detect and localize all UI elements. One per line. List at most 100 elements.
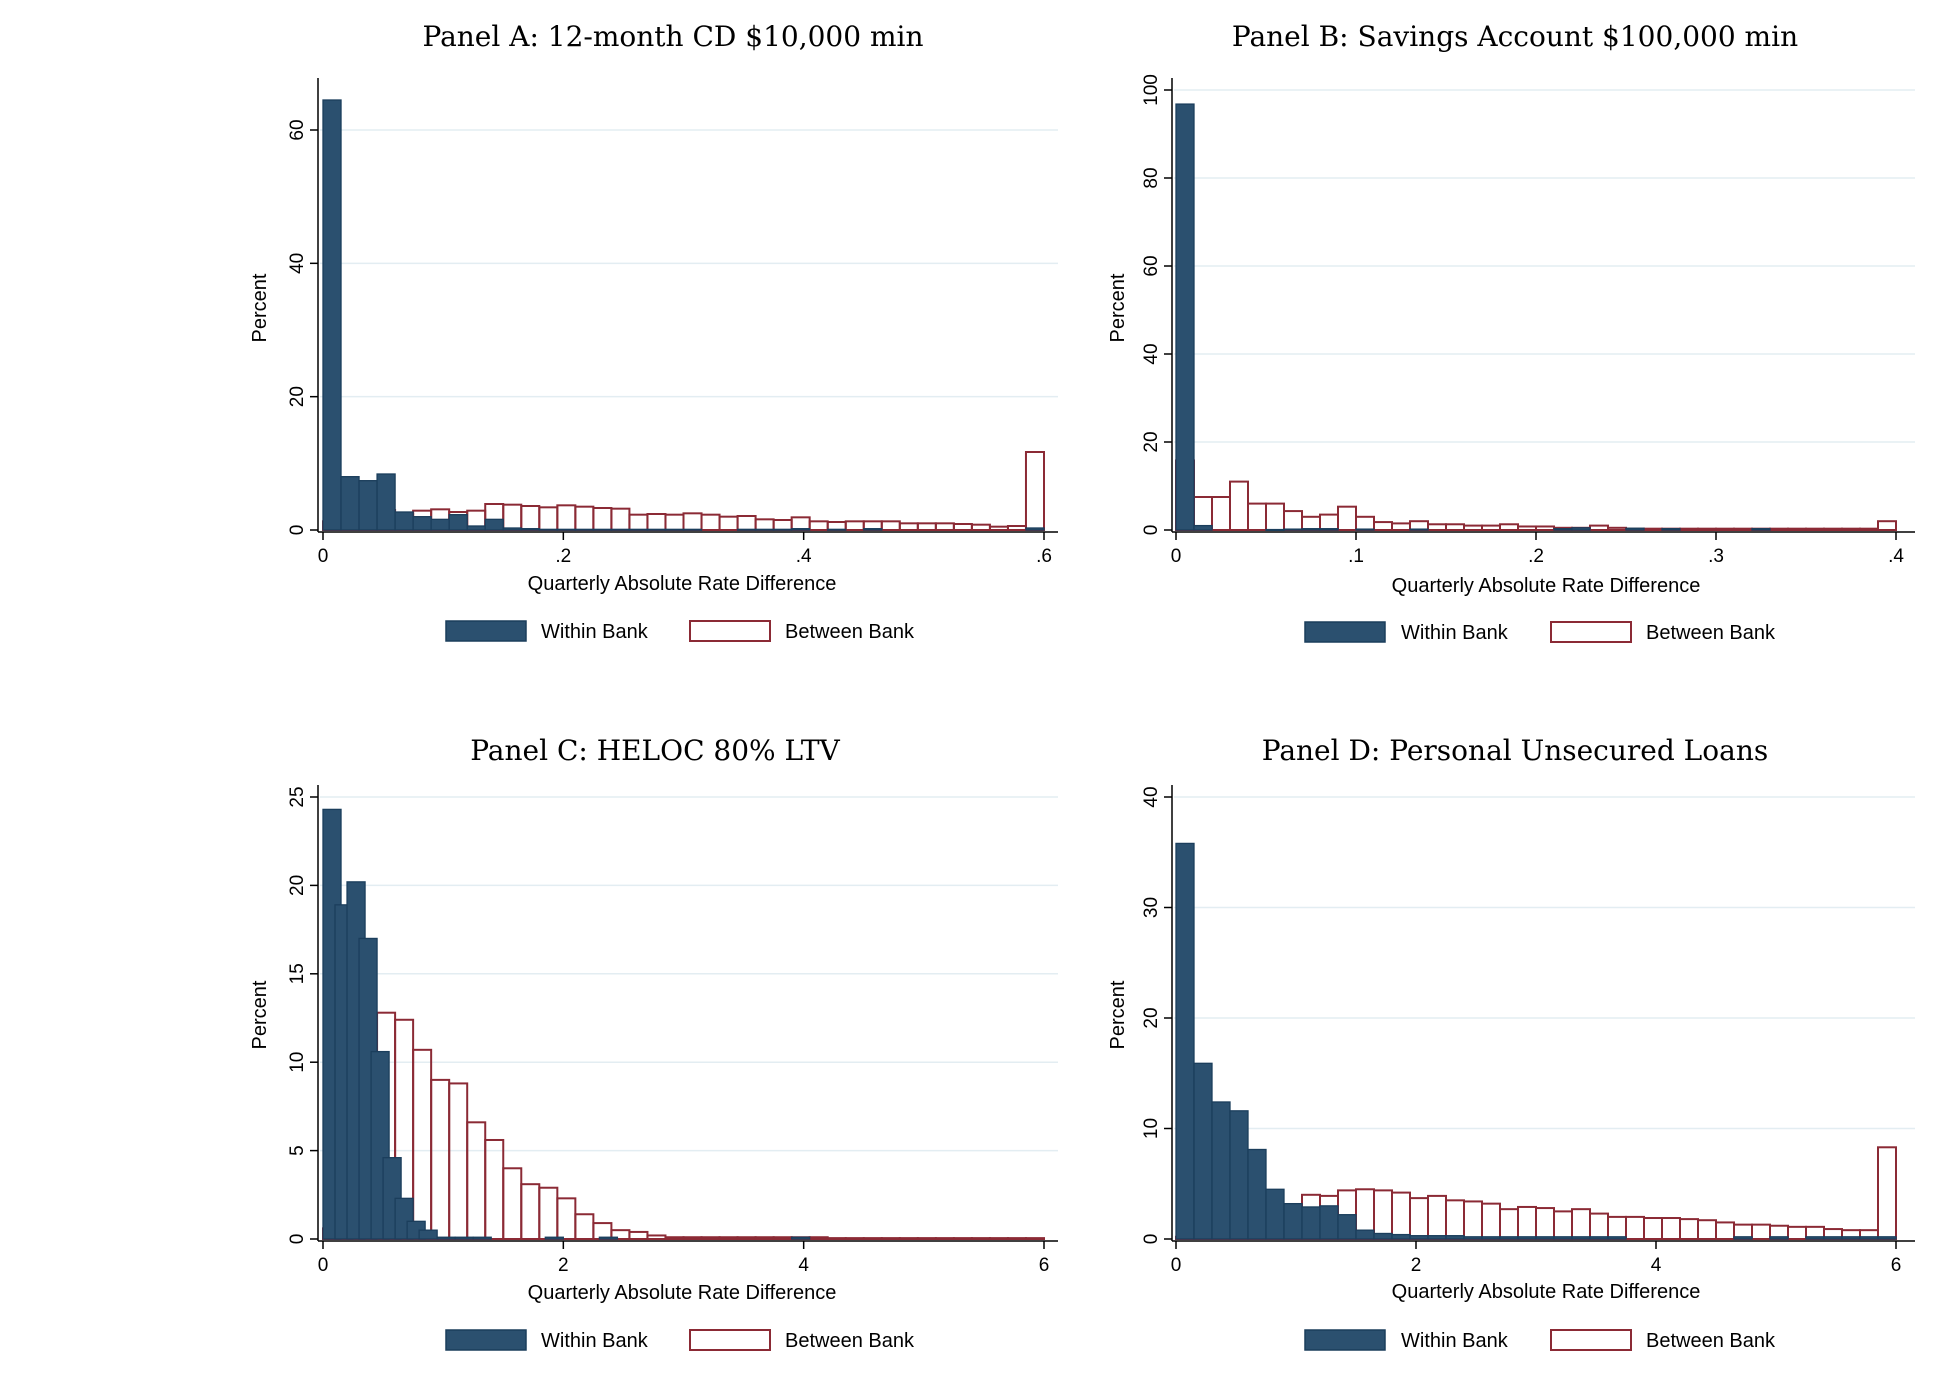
between-bank-bar (646, 1234, 667, 1240)
legend-between-bank-swatch (1550, 621, 1632, 643)
legend-between-bank-label: Between Bank (1646, 1330, 1776, 1352)
within-bank-bar (736, 528, 757, 531)
panel-c-x-tick-label: 0 (318, 1255, 329, 1276)
within-bank-bar (827, 528, 847, 531)
legend-within-bank-swatch (1304, 1329, 1386, 1351)
between-bank-bar (1247, 502, 1267, 532)
panel-a-x-tick-label: .2 (555, 546, 571, 567)
legend-within-bank-swatch (1304, 621, 1386, 643)
between-bank-bar (628, 513, 649, 531)
within-bank-bar (646, 528, 667, 531)
within-bank-bar (682, 528, 703, 531)
between-bank-bar (952, 523, 973, 531)
within-bank-bar (436, 1236, 456, 1240)
panel-d-axes (1171, 785, 1915, 1242)
between-bank-bar (1769, 527, 1789, 531)
panel-c-x-axis-label: Quarterly Absolute Rate Difference (528, 1282, 837, 1304)
within-bank-bar (412, 516, 432, 531)
between-bank-bar (1391, 1191, 1411, 1240)
within-bank-bar (1391, 1233, 1411, 1240)
between-bank-bar (502, 503, 523, 532)
between-bank-bar (628, 1230, 649, 1241)
panel-c-tick-labels: 0 5 10 15 20 25 0 2 4 6 (287, 786, 1049, 1276)
between-bank-bar (1427, 1194, 1447, 1241)
between-bank-bar (1643, 1217, 1663, 1241)
between-bank-bar (682, 1236, 703, 1240)
between-bank-bar (502, 1167, 523, 1241)
within-bank-bar (556, 528, 577, 531)
between-bank-bar (988, 525, 1009, 531)
panel-b-chart: Panel B: Savings Account $100,000 min Pe… (1107, 20, 1915, 644)
within-bank-bar (1481, 1236, 1501, 1240)
panel-d-tick-labels: 0 10 20 30 40 0 2 4 6 (1141, 786, 1901, 1276)
between-bank-bar (916, 1237, 937, 1240)
between-bank-bar (448, 1082, 469, 1241)
between-bank-bar (556, 1197, 577, 1240)
panel-b-y-tick-label: 20 (1141, 431, 1162, 452)
legend-within-bank-label: Within Bank (1401, 622, 1509, 644)
within-bank-bar (1589, 1236, 1609, 1240)
between-bank-bar (556, 504, 577, 531)
between-bank-bar (1697, 527, 1717, 531)
within-bank-bar (1355, 528, 1375, 531)
panel-b-within-bank-bars (1175, 103, 1771, 532)
within-bank-bar (628, 528, 649, 531)
within-bank-bar (358, 480, 378, 531)
between-bank-bar (1301, 515, 1321, 531)
between-bank-bar (1553, 1210, 1573, 1241)
between-bank-bar (754, 1236, 775, 1240)
legend-between-bank-label: Between Bank (785, 1330, 915, 1352)
between-bank-bar (520, 1183, 541, 1240)
between-bank-bar (1787, 1225, 1807, 1240)
between-bank-bar (862, 1237, 883, 1240)
between-bank-bar (1625, 1215, 1645, 1241)
between-bank-bar (988, 1237, 1009, 1240)
between-bank-bar (664, 1236, 685, 1240)
panel-b-title: Panel B: Savings Account $100,000 min (1232, 20, 1798, 53)
within-bank-bar (1805, 1236, 1825, 1240)
between-bank-bar (844, 1237, 865, 1240)
between-bank-bar (1589, 524, 1609, 531)
panel-a-legend: Within Bank Between Bank (445, 620, 915, 643)
within-bank-bar (466, 525, 486, 531)
panel-d-within-bank-bars (1175, 842, 1897, 1240)
between-bank-bar (646, 513, 667, 531)
between-bank-bar (430, 1078, 451, 1240)
between-bank-bar (772, 1236, 793, 1240)
within-bank-bar (1571, 1236, 1591, 1240)
between-bank-bar (466, 1121, 487, 1241)
within-bank-bar (1211, 1101, 1231, 1240)
panel-c-between-bank-bars (322, 1011, 1045, 1241)
between-bank-bar (1499, 1208, 1519, 1241)
panel-c-y-tick-label: 20 (287, 875, 308, 896)
panel-d-y-axis-label: Percent (1107, 980, 1129, 1049)
within-bank-bar (544, 1236, 564, 1240)
between-bank-bar (412, 1048, 433, 1240)
panel-c-y-tick-label: 10 (287, 1052, 308, 1073)
panel-d-x-tick-label: 2 (1411, 1255, 1422, 1276)
between-bank-bar (952, 1237, 973, 1240)
within-bank-bar (1373, 1232, 1393, 1240)
within-bank-bar (538, 528, 558, 531)
between-bank-bar (1481, 1202, 1501, 1241)
within-bank-bar (1301, 528, 1321, 531)
panel-a-y-tick-label: 0 (287, 525, 308, 536)
between-bank-bar (1733, 527, 1753, 531)
within-bank-bar (1175, 103, 1195, 531)
within-bank-bar (1877, 1236, 1897, 1240)
between-bank-bar (718, 1236, 739, 1240)
between-bank-bar (1661, 1217, 1681, 1241)
panel-b-x-tick-label: .2 (1528, 546, 1544, 567)
legend-between-bank-swatch (1550, 1329, 1632, 1351)
within-bank-bar (1319, 528, 1339, 531)
between-bank-bar (1607, 1215, 1627, 1241)
between-bank-bar (682, 512, 703, 532)
panel-d-y-tick-label: 30 (1141, 897, 1162, 918)
between-bank-bar (1859, 527, 1879, 531)
panel-c-axes (317, 785, 1058, 1242)
between-bank-bar (1337, 505, 1357, 531)
panel-d-legend: Within Bank Between Bank (1304, 1329, 1776, 1352)
panel-b-y-tick-label: 60 (1141, 255, 1162, 276)
within-bank-bar (1301, 1206, 1321, 1240)
